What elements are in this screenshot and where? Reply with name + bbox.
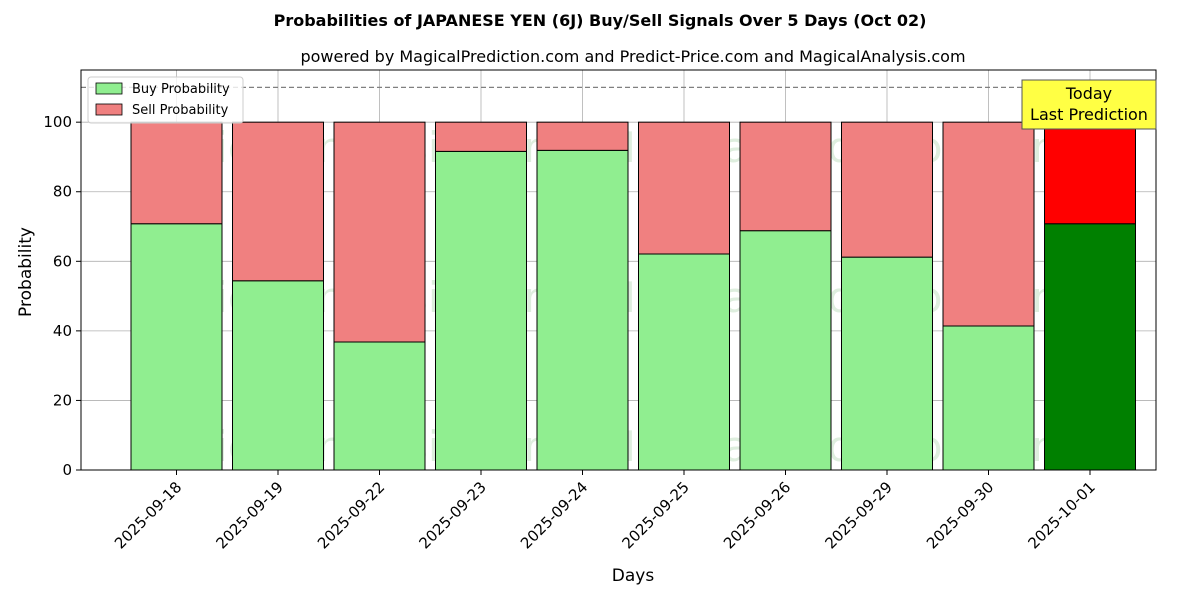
y-tick-label: 40 — [53, 322, 72, 340]
bar-sell-2025-10-01 — [1044, 121, 1136, 225]
bar-buy-2025-09-29 — [841, 256, 933, 471]
y-tick-label: 20 — [53, 391, 72, 409]
legend-box — [87, 76, 244, 124]
x-axis-label: Days — [612, 566, 655, 586]
legend: Buy Probability Sell Probability — [87, 76, 244, 124]
today-annotation: Today Last Prediction — [1021, 79, 1157, 130]
y-tick-label: 80 — [53, 183, 72, 201]
bar-buy-2025-09-24 — [536, 149, 629, 471]
bar-sell-2025-09-26 — [739, 121, 832, 232]
today-annotation-box — [1021, 79, 1157, 130]
x-tick-label: 2025-09-18 — [111, 478, 185, 552]
chart-subtitle: powered by MagicalPrediction.com and Pre… — [300, 47, 965, 66]
x-tick-label: 2025-09-19 — [212, 478, 286, 552]
bars — [130, 121, 1136, 471]
bar-buy-2025-09-18 — [130, 223, 223, 471]
bar-sell-2025-09-18 — [130, 121, 223, 225]
plot-frame — [80, 69, 1157, 471]
bar-sell-2025-09-23 — [435, 121, 527, 152]
legend-swatch-sell — [95, 103, 123, 116]
legend-swatch-buy — [95, 82, 123, 95]
x-tick-label: 2025-09-25 — [618, 478, 692, 552]
x-tick-label: 2025-09-24 — [517, 478, 591, 552]
bar-buy-2025-09-22 — [333, 341, 426, 471]
x-axis-ticks: 2025-09-18 2025-09-19 2025-09-22 2025-09-23… — [111, 470, 1099, 552]
today-annotation-line1: Today — [1065, 84, 1112, 103]
chart-title: Probabilities of JAPANESE YEN (6J) Buy/S… — [274, 11, 927, 30]
x-tick-label: 2025-09-30 — [923, 478, 997, 552]
legend-label-buy: Buy Probability — [132, 82, 230, 97]
bar-sell-2025-09-25 — [638, 121, 730, 255]
y-axis-label: Probability — [16, 227, 36, 317]
x-tick-label: 2025-09-29 — [821, 478, 895, 552]
y-tick-label: 100 — [43, 113, 72, 131]
x-tick-label: 2025-09-23 — [415, 478, 489, 552]
bar-sell-2025-09-24 — [536, 121, 629, 151]
bar-sell-2025-09-19 — [232, 121, 324, 282]
x-tick-label: 2025-09-26 — [720, 478, 794, 552]
x-tick-label: 2025-10-01 — [1024, 478, 1098, 552]
bar-buy-2025-09-30 — [942, 325, 1035, 471]
y-tick-label: 60 — [53, 252, 72, 270]
bar-buy-2025-09-25 — [638, 253, 730, 471]
bar-buy-2025-09-26 — [739, 230, 832, 471]
y-axis-ticks: 0 20 40 60 80 100 — [43, 113, 81, 479]
bar-buy-2025-10-01 — [1044, 223, 1136, 471]
today-annotation-line2: Last Prediction — [1030, 105, 1148, 124]
bar-buy-2025-09-23 — [435, 150, 527, 471]
bar-sell-2025-09-22 — [333, 121, 426, 343]
bar-sell-2025-09-30 — [942, 121, 1035, 327]
bar-sell-2025-09-29 — [841, 121, 933, 258]
bar-buy-2025-09-19 — [232, 280, 324, 471]
y-tick-label: 0 — [62, 461, 72, 479]
x-tick-label: 2025-09-22 — [314, 478, 388, 552]
legend-label-sell: Sell Probability — [132, 103, 229, 118]
